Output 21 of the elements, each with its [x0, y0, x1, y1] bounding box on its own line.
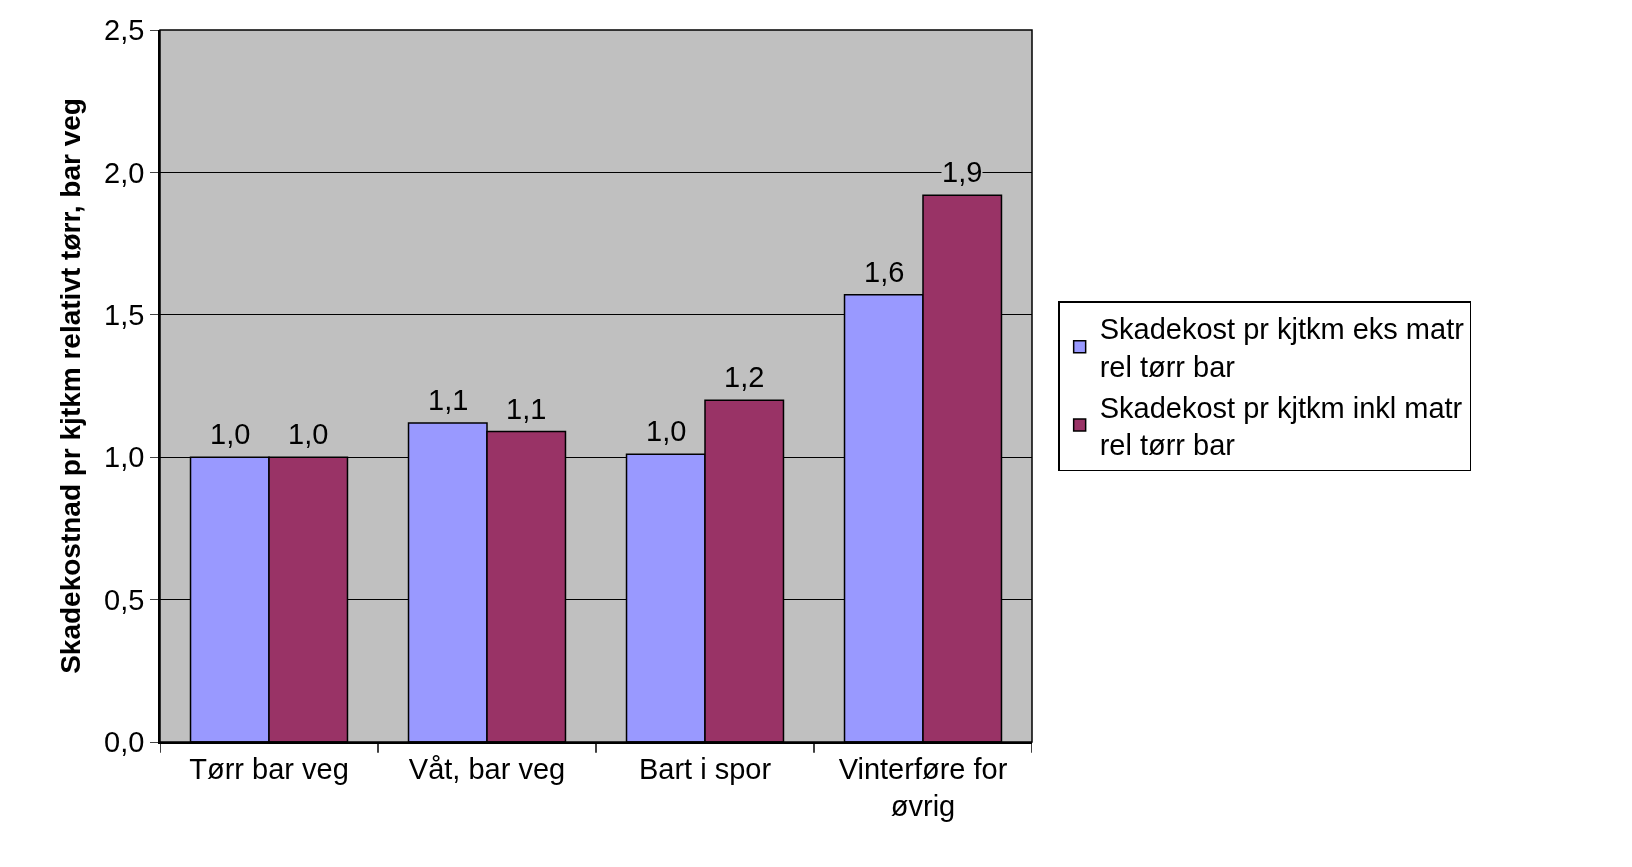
y-tick-label: 1,5 [104, 298, 145, 331]
y-tick-label: 2,0 [104, 156, 145, 189]
data-label: 1,1 [506, 393, 547, 425]
data-label: 1,0 [210, 418, 251, 450]
y-axis-title: Skadekostnad pr kjtkm relativt tørr, bar veg [55, 98, 87, 674]
data-label: 1,6 [864, 256, 905, 288]
y-tick-label: 2,5 [104, 14, 145, 47]
data-label: 1,9 [942, 156, 983, 188]
x-tick-label: Vinterføre for øvrig [838, 752, 1008, 823]
y-tick-label: 0,0 [104, 726, 145, 759]
x-tick-label: Våt, bar veg [408, 752, 566, 785]
x-tick-label: Tørr bar veg [189, 752, 349, 785]
y-tick-label: 1,0 [104, 441, 145, 474]
data-label: 1,0 [288, 418, 329, 450]
legend-label: Skadekost pr kjtkm eks matr rel tørr bar [1099, 313, 1465, 383]
y-tick-label: 0,5 [104, 583, 145, 616]
legend-label: Skadekost pr kjtkm inkl matr rel tørr bar [1099, 391, 1463, 462]
x-tick-label: Bart i spor [638, 752, 772, 785]
data-label: 1,0 [646, 415, 687, 447]
data-label: 1,1 [428, 384, 469, 416]
data-label: 1,2 [724, 361, 765, 393]
